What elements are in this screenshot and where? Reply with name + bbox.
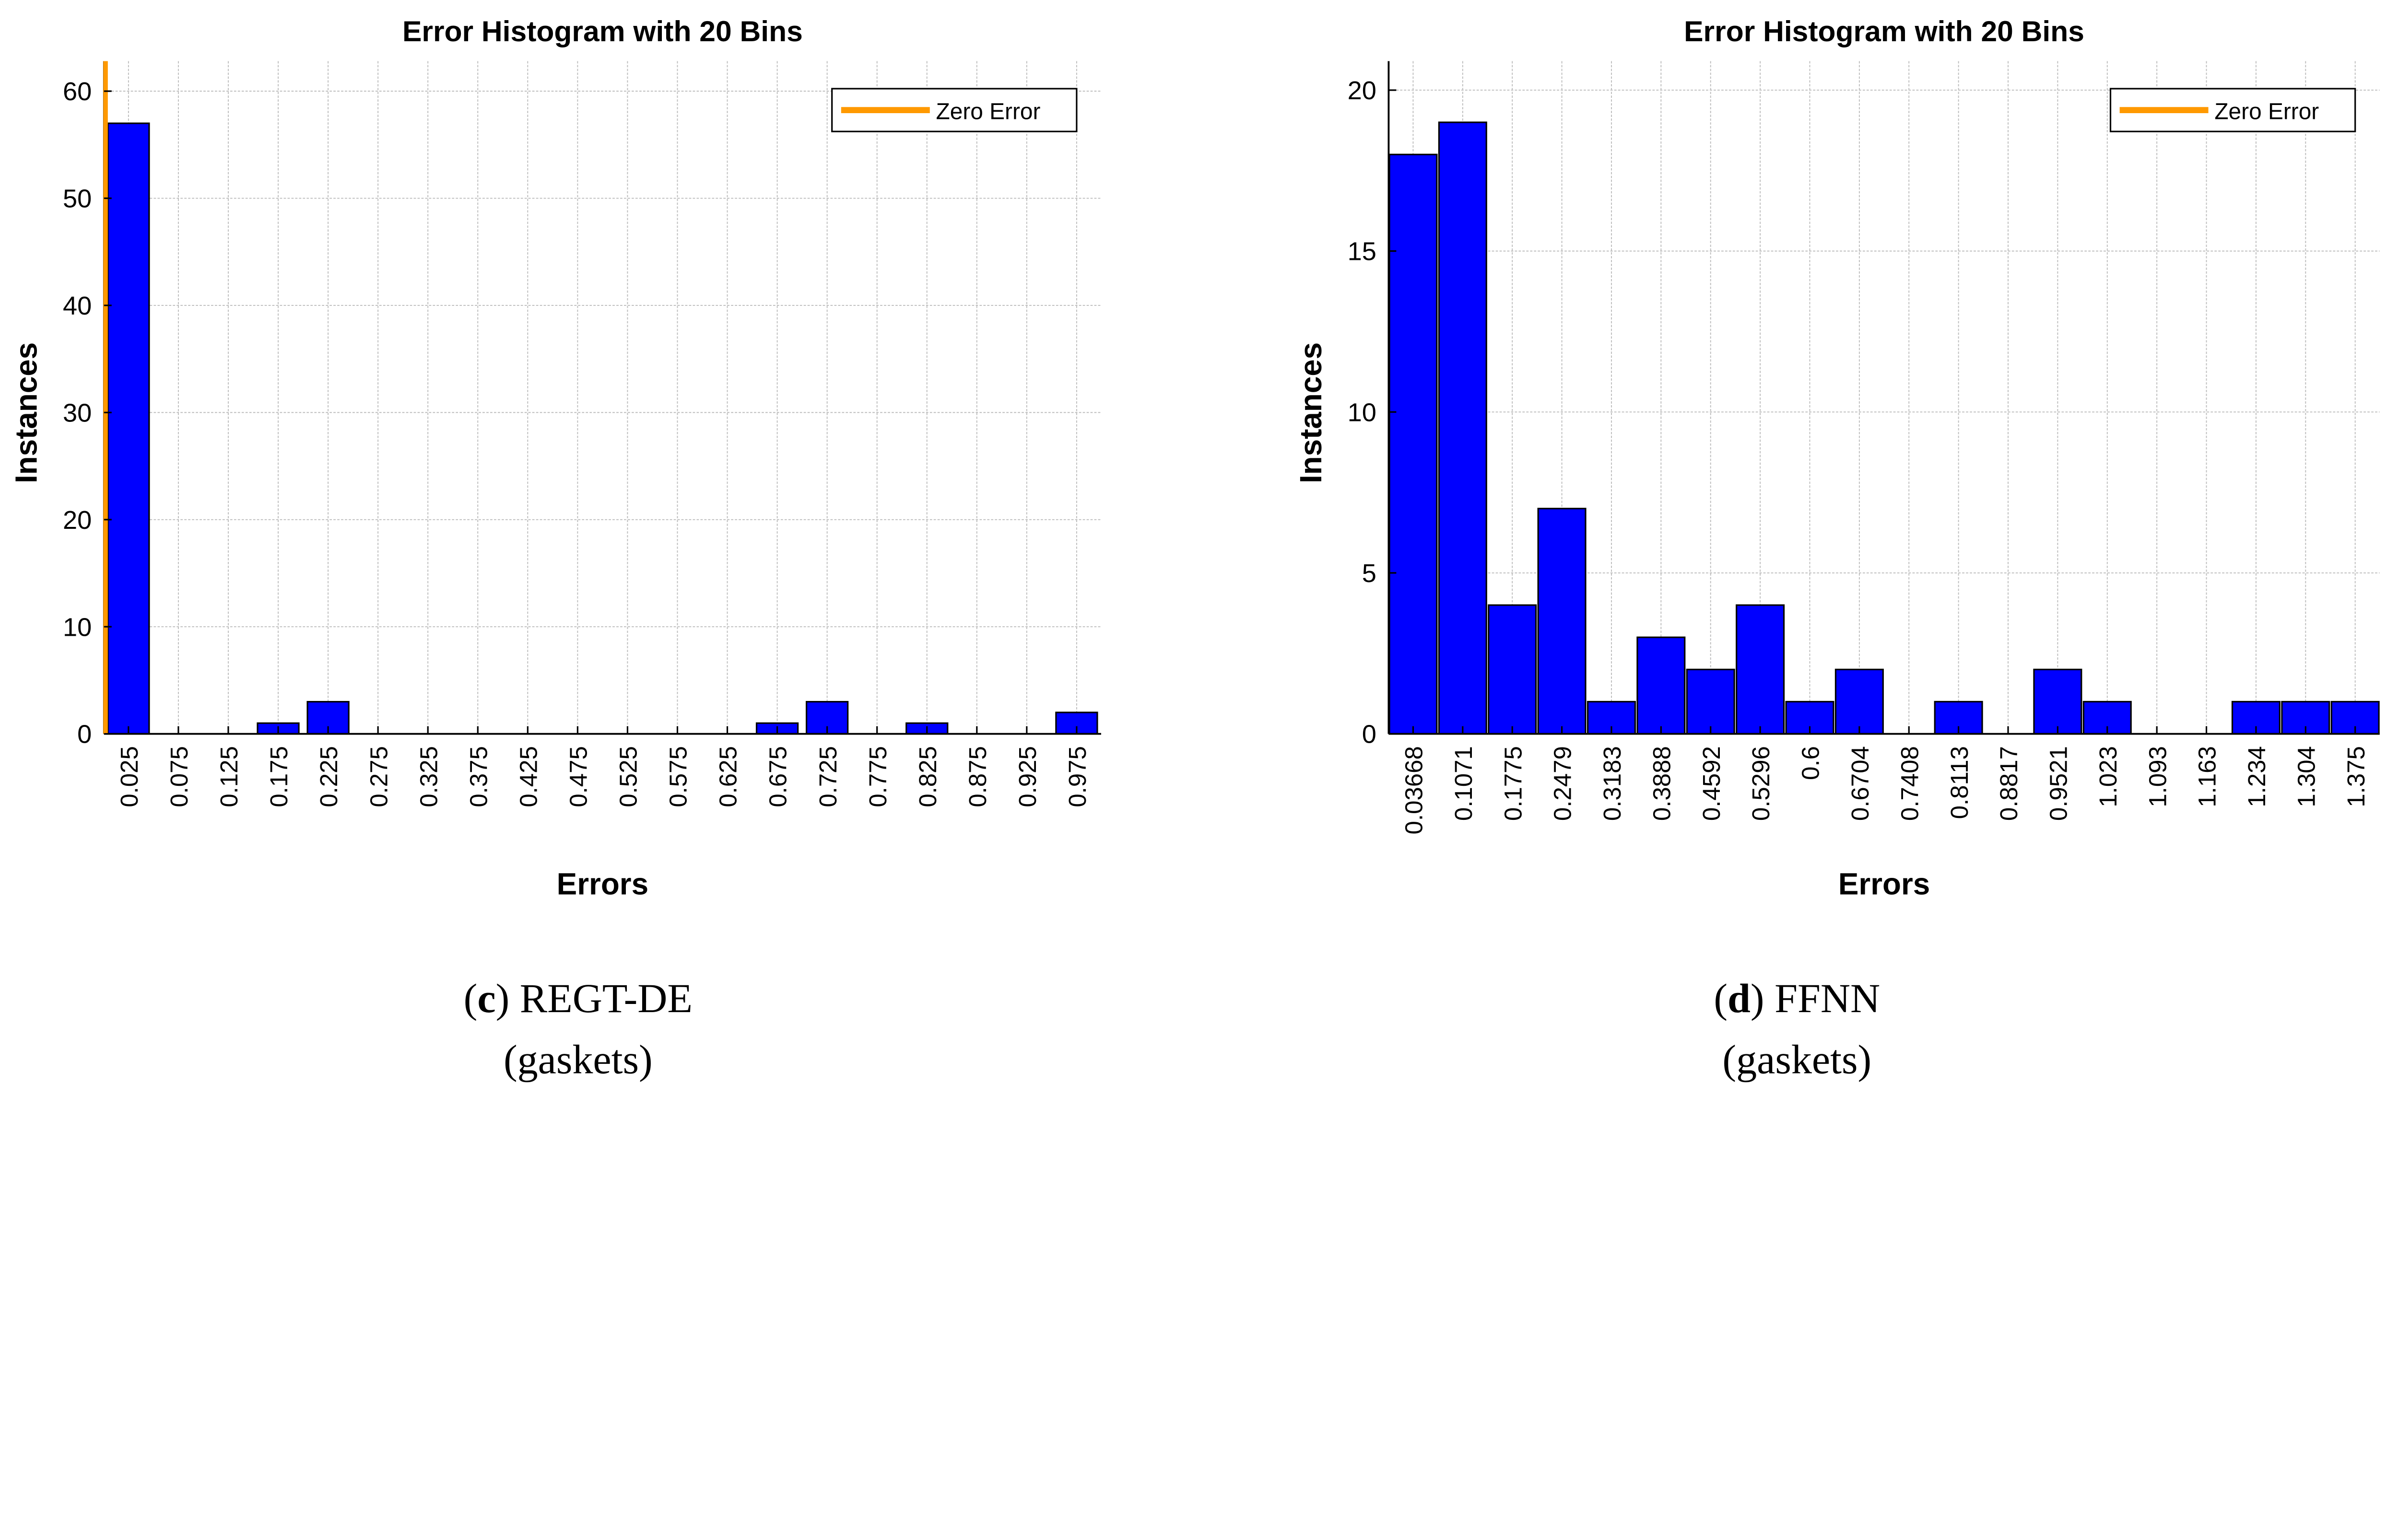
x-tick-label: 0.3183 (1599, 746, 1626, 821)
x-tick-label: 0.625 (715, 746, 742, 807)
histogram-bar (107, 122, 150, 735)
x-tick-label: 1.163 (2194, 746, 2221, 807)
x-tick-label: 0.275 (365, 746, 392, 807)
legend-entry-zero-error: Zero Error (2214, 99, 2319, 125)
x-tick-label: 0.475 (564, 746, 592, 807)
x-tick-label: 0.175 (265, 746, 293, 807)
histogram-bar (1736, 604, 1785, 735)
x-tick-label: 0.025 (116, 746, 143, 807)
histogram-c: 0 10 20 30 40 50 60 0.025 0.075 0.125 0.175 0.225 0.… (9, 15, 1101, 1083)
x-tick-label: 1.023 (2094, 746, 2122, 807)
legend: Zero Error (831, 88, 1078, 132)
caption-line-1: (d) FFNN (1714, 975, 1880, 1021)
caption-paren: ( (464, 975, 478, 1021)
histogram-bar (1488, 604, 1537, 735)
legend-box (2109, 88, 2356, 132)
x-tick-label: 0.03668 (1400, 746, 1428, 834)
caption-dataset: (gaskets) (504, 1037, 653, 1083)
chart-title: Error Histogram with 20 Bins (402, 15, 803, 47)
x-tick-label: 0.825 (914, 746, 941, 807)
x-tick-label: 0.225 (315, 746, 342, 807)
histogram-bar (1834, 668, 1884, 735)
x-tick-label: 0.5296 (1747, 746, 1775, 821)
x-tick-label: 0.325 (415, 746, 442, 807)
y-tick-label: 20 (1348, 76, 1376, 105)
x-tick-label: 0.6704 (1846, 746, 1874, 821)
y-axis-label: Instances (1293, 342, 1328, 483)
y-axis-label: Instances (9, 342, 44, 483)
x-axis-label: Errors (1838, 866, 1930, 901)
y-tick-label: 5 (1362, 559, 1376, 588)
x-tick-label: 0.725 (814, 746, 842, 807)
x-tick-label: 1.234 (2243, 746, 2270, 807)
caption-dataset: (gaskets) (1722, 1037, 1871, 1083)
x-tick-label: 0.525 (615, 746, 642, 807)
y-tick-label: 60 (63, 77, 92, 106)
x-tick-label: 0.375 (465, 746, 492, 807)
x-tick-label: 0.875 (964, 746, 991, 807)
x-tick-label: 0.4592 (1698, 746, 1725, 821)
chart-title: Error Histogram with 20 Bins (1684, 15, 2084, 47)
x-tick-label: 0.1071 (1450, 746, 1477, 821)
histogram-bar (2033, 668, 2082, 735)
y-tick-label: 10 (63, 613, 92, 642)
y-tick-label: 20 (63, 506, 92, 535)
legend-entry-zero-error: Zero Error (936, 99, 1041, 125)
x-tick-label: 0.6 (1797, 746, 1824, 780)
x-tick-label: 0.2479 (1549, 746, 1576, 821)
histogram-bar (1686, 668, 1735, 735)
y-tick-label: 0 (1362, 720, 1376, 749)
histogram-bar (1537, 508, 1587, 735)
y-tick-label: 30 (63, 398, 92, 427)
caption-letter: c (477, 975, 495, 1021)
caption-paren: ) (1751, 975, 1775, 1021)
x-axis-label: Errors (557, 866, 648, 901)
x-tick-label: 0.1775 (1499, 746, 1527, 821)
x-tick-label: 0.675 (764, 746, 792, 807)
histogram-bar (1388, 153, 1438, 735)
x-tick-label: 1.093 (2144, 746, 2171, 807)
x-tick-label: 0.8817 (1995, 746, 2022, 821)
x-tick-label: 0.975 (1064, 746, 1091, 807)
histogram-d: 0 5 10 15 20 0.03668 0.1071 0.1775 0.2479 0.3183 0… (1293, 15, 2380, 1083)
x-tick-label: 0.125 (215, 746, 243, 807)
x-tick-label: 0.3888 (1648, 746, 1675, 821)
histogram-bar (1636, 636, 1686, 735)
x-tick-label: 0.425 (515, 746, 542, 807)
y-tick-label: 15 (1348, 237, 1376, 266)
y-tick-label: 10 (1348, 398, 1376, 427)
histogram-bar (1438, 121, 1487, 735)
y-tick-label: 50 (63, 185, 92, 213)
y-tick-label: 0 (77, 720, 92, 749)
x-tick-label: 1.375 (2342, 746, 2370, 807)
caption-letter: d (1728, 975, 1751, 1021)
y-tick-label: 40 (63, 292, 92, 320)
caption-paren: ( (1714, 975, 1728, 1021)
x-tick-label: 0.7408 (1896, 746, 1923, 821)
x-tick-label: 0.925 (1014, 746, 1041, 807)
caption-paren: ) (496, 975, 520, 1021)
x-tick-label: 0.575 (665, 746, 692, 807)
x-tick-label: 0.9521 (2045, 746, 2072, 821)
caption-line-1: (c) REGT-DE (464, 975, 693, 1021)
x-tick-label: 0.075 (165, 746, 193, 807)
x-tick-label: 0.775 (864, 746, 892, 807)
legend: Zero Error (2109, 88, 2356, 132)
caption-method: REGT-DE (520, 975, 693, 1021)
x-tick-label: 1.304 (2292, 746, 2320, 807)
x-tick-label: 0.8113 (1946, 746, 1973, 819)
caption-method: FFNN (1775, 975, 1880, 1021)
